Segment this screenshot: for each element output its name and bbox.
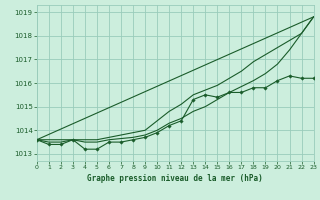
X-axis label: Graphe pression niveau de la mer (hPa): Graphe pression niveau de la mer (hPa) (87, 174, 263, 183)
